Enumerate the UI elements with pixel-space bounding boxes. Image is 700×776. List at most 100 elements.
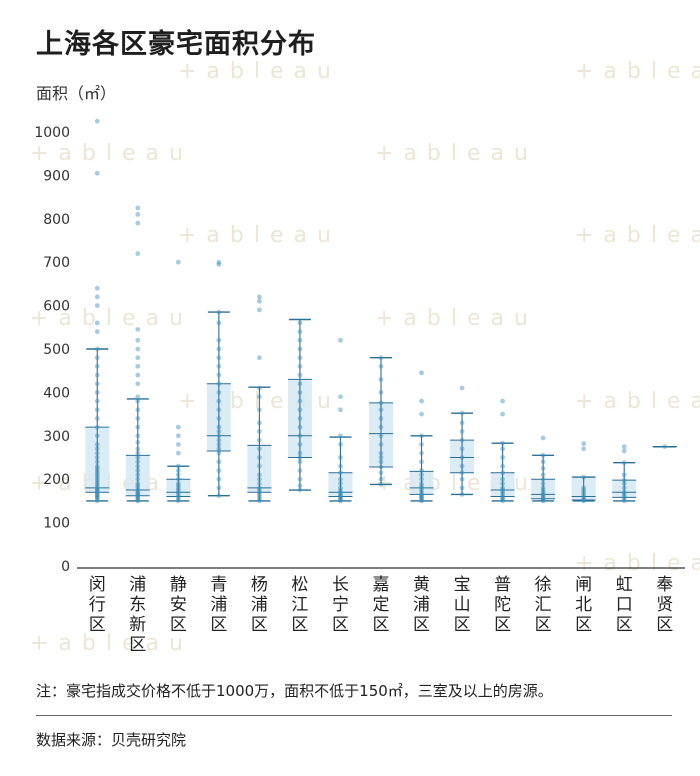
data-point [540, 493, 546, 499]
box-group [125, 398, 150, 502]
data-point [257, 446, 262, 452]
divider [36, 715, 672, 716]
data-point [338, 496, 343, 502]
data-point [175, 489, 181, 495]
data-point [297, 433, 303, 439]
data-point [257, 385, 262, 391]
data-point [621, 496, 627, 502]
data-point [581, 441, 587, 447]
data-point [297, 346, 303, 352]
data-point [94, 465, 100, 471]
data-point [581, 497, 587, 503]
data-point [216, 390, 222, 395]
data-point [135, 381, 141, 387]
data-point [257, 437, 262, 443]
data-point [175, 424, 181, 430]
data-point [378, 376, 384, 382]
data-point [378, 355, 384, 361]
data-point [338, 498, 343, 504]
data-point [459, 463, 465, 469]
data-point [500, 455, 505, 460]
box-group [287, 318, 312, 491]
data-point [94, 363, 100, 369]
y-tick-label: 900 [43, 168, 70, 184]
data-point [257, 463, 262, 469]
data-point [297, 424, 303, 430]
data-point [500, 440, 505, 446]
data-point [297, 468, 303, 473]
data-point [135, 327, 141, 332]
data-point [338, 455, 343, 460]
data-point [94, 472, 100, 478]
data-point [297, 398, 303, 404]
data-point [135, 424, 141, 430]
data-point [94, 468, 100, 473]
data-point [500, 491, 505, 497]
data-point [135, 337, 141, 343]
data-point [297, 320, 303, 326]
watermark-layer: +ableau +ableau +ableau +ableau +ableau +able… [30, 59, 700, 656]
data-point [257, 476, 262, 482]
data-point [216, 416, 222, 421]
box-group [247, 386, 272, 502]
data-point [94, 455, 100, 460]
y-axis-label: 面积（㎡） [36, 84, 117, 103]
data-point [94, 416, 100, 421]
watermark-text: +ableau [575, 223, 700, 248]
data-point [419, 483, 424, 489]
data-point [419, 398, 424, 404]
data-point [175, 433, 181, 439]
data-point [135, 491, 141, 497]
data-point [135, 212, 141, 217]
data-point [94, 478, 100, 484]
x-tick-label: 浦东新区 [129, 575, 146, 655]
data-point [175, 485, 181, 491]
data-point [94, 320, 100, 326]
data-point [419, 491, 424, 497]
data-point [216, 437, 222, 443]
data-point [459, 491, 465, 497]
data-source: 数据来源：贝壳研究院 [36, 731, 187, 749]
data-point [94, 294, 100, 300]
data-point [297, 329, 303, 335]
data-point [135, 220, 141, 226]
data-point [419, 498, 424, 504]
data-point [216, 433, 222, 439]
data-point [135, 485, 141, 491]
data-point [94, 446, 100, 452]
box-group [652, 445, 677, 448]
data-point [378, 407, 384, 413]
data-point [216, 450, 222, 456]
x-tick-label: 徐汇区 [535, 575, 552, 635]
data-point [378, 470, 384, 476]
y-tick-label: 400 [43, 385, 70, 401]
x-tick-label: 嘉定区 [373, 575, 390, 635]
data-point [216, 442, 222, 447]
data-point [500, 498, 505, 504]
data-point [257, 496, 262, 502]
data-point [175, 496, 181, 502]
data-point [135, 251, 141, 256]
data-point [216, 320, 222, 326]
watermark-text: +ableau [375, 141, 538, 166]
data-point [216, 261, 222, 267]
data-point [581, 446, 587, 452]
data-point [94, 398, 100, 404]
data-point [338, 394, 343, 400]
data-point [500, 494, 505, 499]
data-point [216, 309, 222, 315]
data-point [378, 424, 384, 430]
data-point [540, 452, 546, 458]
data-point [500, 398, 505, 404]
data-point [257, 489, 262, 495]
data-point [297, 483, 303, 489]
watermark-text: +ableau [575, 551, 700, 576]
data-point [135, 372, 141, 378]
data-point [297, 381, 303, 387]
data-point [459, 429, 465, 434]
data-point [297, 455, 303, 460]
box-group [531, 454, 556, 502]
data-point [94, 487, 100, 493]
data-point [378, 416, 384, 421]
data-point [175, 483, 181, 489]
